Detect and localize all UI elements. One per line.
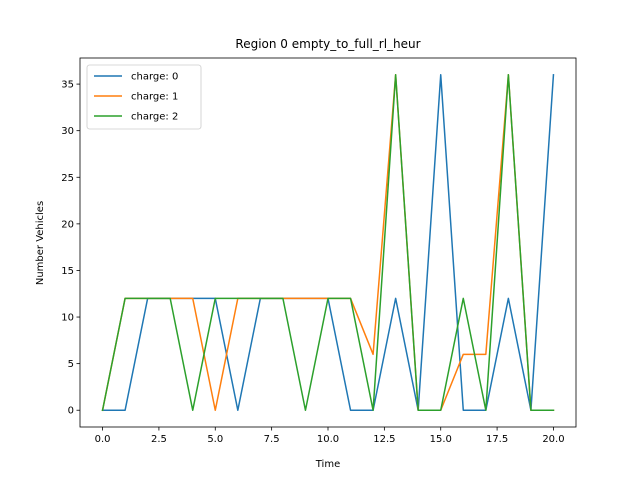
x-tick-label: 12.5	[373, 434, 395, 445]
series-layer	[101, 73, 555, 412]
x-tick-label: 15.0	[430, 434, 452, 445]
x-tick-label: 10.0	[317, 434, 339, 445]
y-tick-label: 30	[61, 126, 74, 137]
legend-frame	[86, 64, 202, 130]
legend-label-2: charge: 2	[131, 112, 178, 123]
x-axis-label: Time	[315, 459, 340, 470]
x-tick-label: 17.5	[486, 434, 508, 445]
series-line-2	[101, 74, 555, 412]
legend-label-1: charge: 1	[131, 92, 178, 103]
y-tick-label: 10	[61, 313, 74, 324]
y-tick-label: 0	[68, 406, 74, 417]
x-tick-label: 7.5	[264, 434, 280, 445]
y-axis-label: Number Vehicles	[35, 201, 46, 285]
legend-label-0: charge: 0	[131, 72, 178, 83]
chart-title: Region 0 empty_to_full_rl_heur	[235, 37, 420, 51]
x-tick-label: 5.0	[207, 434, 223, 445]
y-tick-label: 20	[61, 219, 74, 230]
y-tick-label: 5	[68, 359, 74, 370]
y-tick-label: 25	[61, 173, 74, 184]
axes-layer: 0.0 2.5 5.0 7.5 10.0 12.5 15.0 17.5 20.0 0 5 10 15 20…	[61, 57, 577, 445]
y-tick-label: 35	[61, 80, 74, 91]
x-tick-label: 0.0	[95, 434, 111, 445]
y-tick-label: 15	[61, 266, 74, 277]
x-tick-label: 20.0	[542, 434, 564, 445]
legend: charge: 0 charge: 1 charge: 2	[86, 64, 202, 130]
x-tick-label: 2.5	[151, 434, 167, 445]
